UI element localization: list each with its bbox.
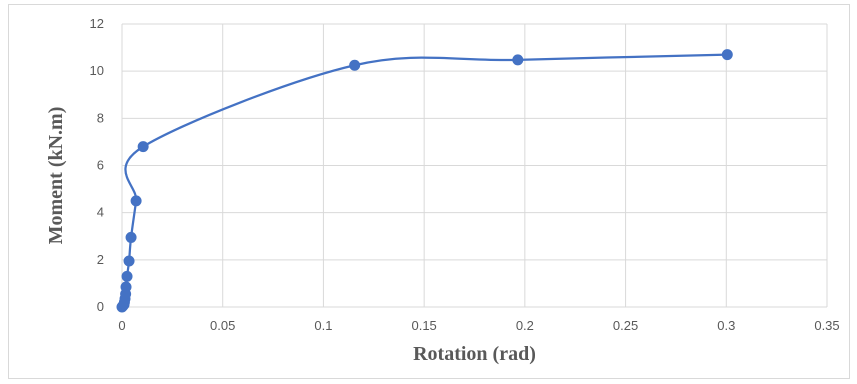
y-tick-label: 4 — [97, 205, 104, 220]
data-point — [137, 141, 149, 153]
x-tick-label: 0 — [118, 318, 125, 333]
series-line — [121, 53, 728, 308]
x-tick-label: 0.2 — [516, 318, 534, 333]
y-tick-label: 8 — [97, 110, 104, 125]
data-point — [721, 49, 733, 61]
gridlines — [122, 23, 828, 307]
data-point — [123, 255, 135, 267]
x-tick-label: 0.15 — [411, 318, 436, 333]
y-tick-label: 6 — [97, 158, 104, 173]
x-tick-label: 0.3 — [717, 318, 735, 333]
x-tick-label: 0.1 — [314, 318, 332, 333]
y-axis-title: Moment (kN.m) — [45, 107, 67, 245]
series — [116, 49, 733, 313]
y-tick-label: 10 — [90, 63, 104, 78]
chart-area — [8, 4, 850, 379]
data-point — [512, 54, 524, 66]
data-point — [130, 195, 142, 207]
data-point — [125, 231, 137, 243]
tick-labels: 0 2 4 6 8 10 12 0 0.05 0.1 0.15 0.2 0.25 0.3 0.35 — [90, 16, 840, 333]
x-tick-label: 0.25 — [613, 318, 638, 333]
x-tick-label: 0.35 — [814, 318, 839, 333]
x-tick-label: 0.05 — [210, 318, 235, 333]
y-tick-label: 2 — [97, 252, 104, 267]
y-tick-label: 0 — [97, 299, 104, 314]
data-point — [349, 59, 361, 71]
x-axis-title: Rotation (rad) — [413, 343, 536, 365]
data-point — [121, 270, 133, 282]
axes — [121, 24, 827, 308]
data-point — [120, 281, 132, 293]
y-tick-label: 12 — [90, 16, 104, 31]
